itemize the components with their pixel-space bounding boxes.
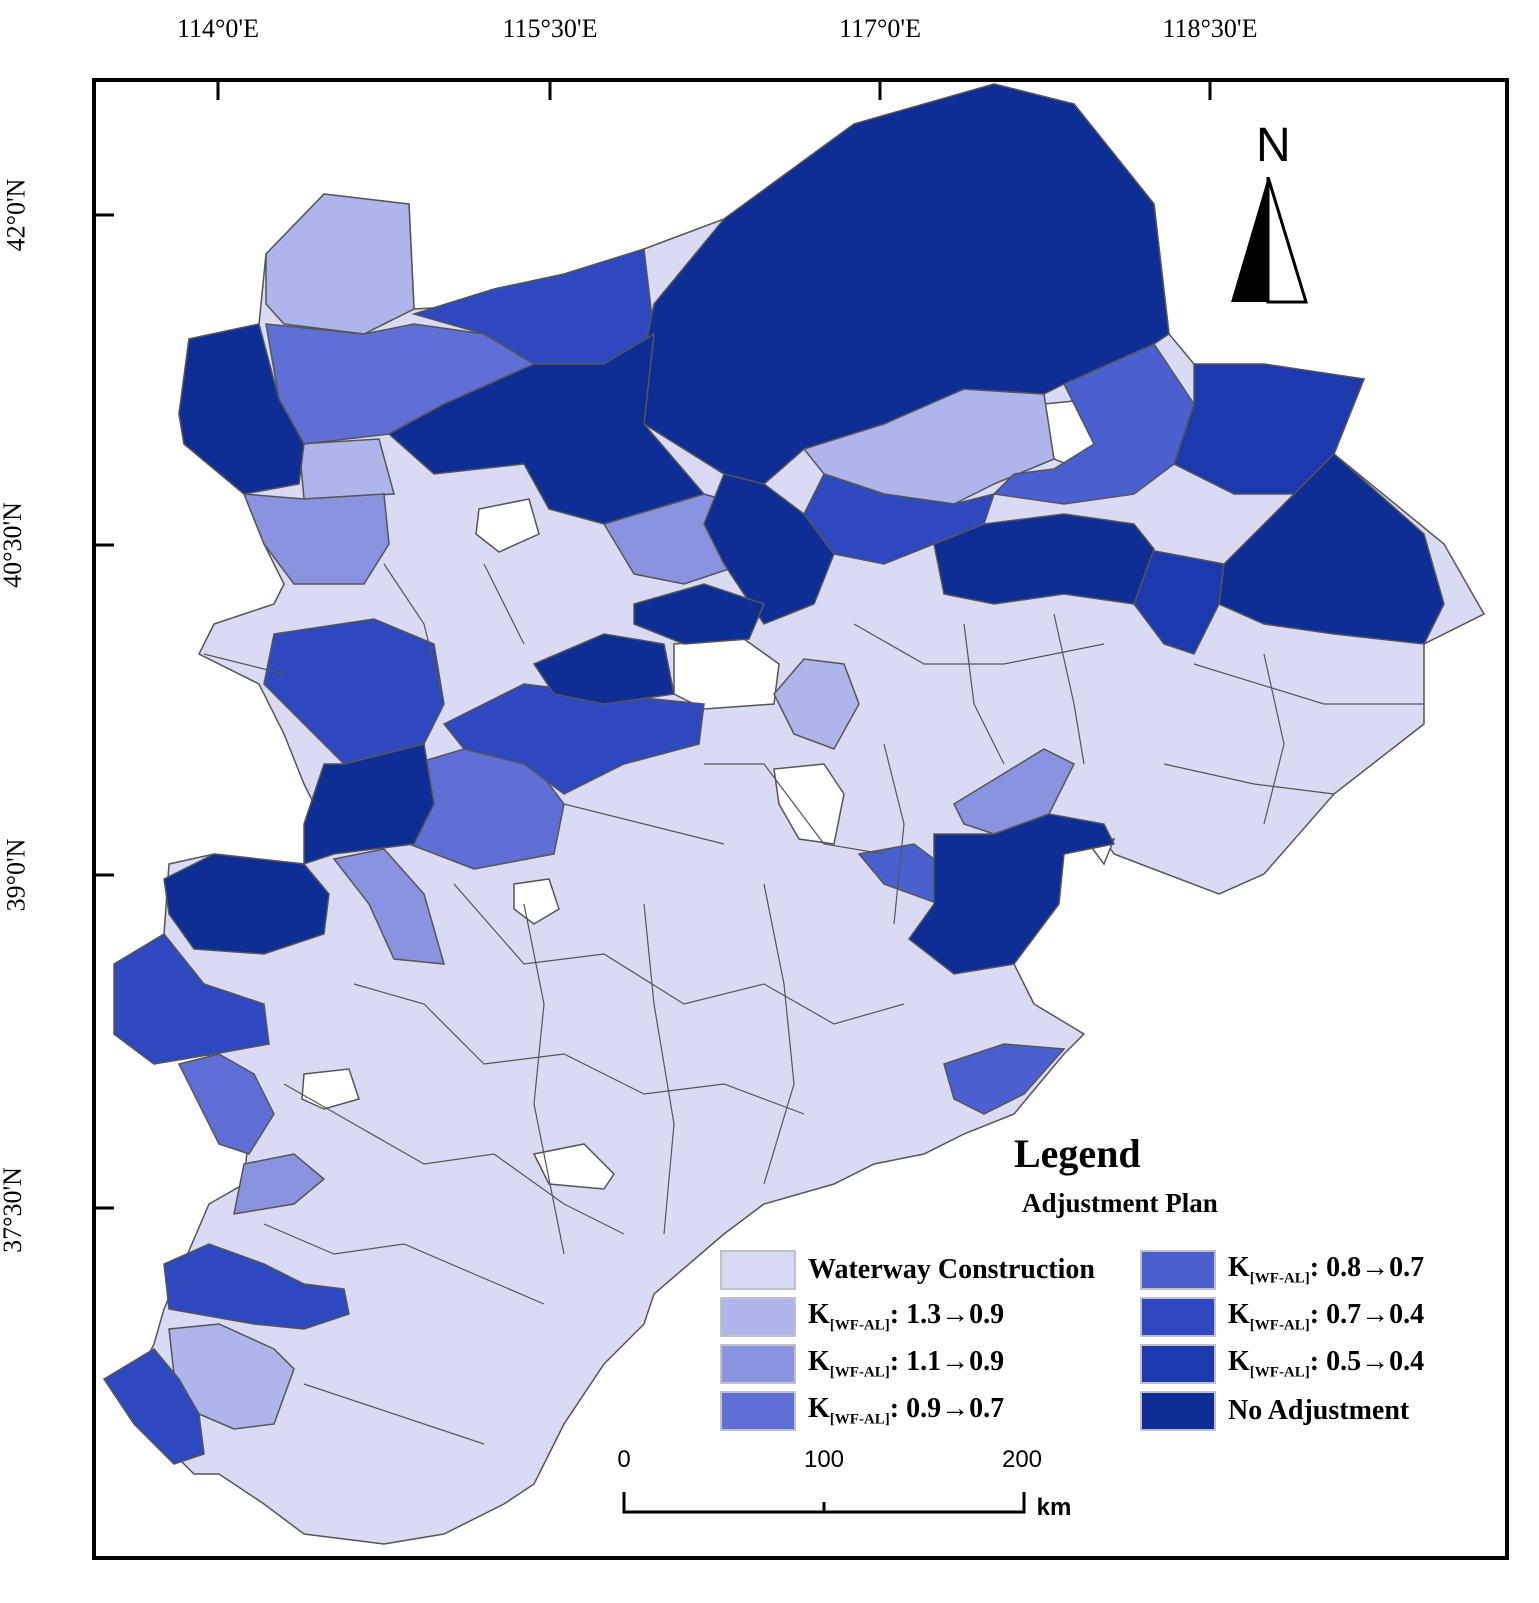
longitude-label-114: 114°0'E xyxy=(177,14,259,43)
region-k-0-7 xyxy=(102,1348,205,1465)
north-arrow-icon xyxy=(1231,177,1309,304)
legend-item-k-1-1: K[WF-AL]: 1.1→0.9 xyxy=(720,1344,1004,1384)
legend-label: K[WF-AL]: 0.5→0.4 xyxy=(1228,1346,1425,1381)
legend-swatch xyxy=(720,1391,796,1431)
region-k-0-8 xyxy=(992,343,1195,505)
region-k-1-3 xyxy=(298,438,395,500)
region-white xyxy=(475,498,540,553)
region-k-0-5 xyxy=(1173,363,1366,495)
legend-swatch xyxy=(720,1344,796,1384)
region-no-adjustment xyxy=(163,853,330,955)
legend-item-k-0-9: K[WF-AL]: 0.9→0.7 xyxy=(720,1391,1004,1431)
legend-label: K[WF-AL]: 0.7→0.4 xyxy=(1228,1299,1425,1334)
region-no-adjustment xyxy=(643,83,1170,485)
legend-swatch xyxy=(1140,1391,1216,1431)
region-no-adjustment xyxy=(178,323,305,495)
legend-label: K[WF-AL]: 1.1→0.9 xyxy=(808,1346,1005,1381)
region-no-adjustment xyxy=(907,813,1116,975)
latitude-label-37-30: 37°30'N xyxy=(0,1167,27,1253)
longitude-label-118-30: 118°30'E xyxy=(1162,14,1258,43)
region-k-0-9 xyxy=(177,1053,275,1155)
legend-item-k-0-5: K[WF-AL]: 0.5→0.4 xyxy=(1140,1344,1424,1384)
scale-label-100: 100 xyxy=(803,1446,845,1473)
region-k-1-1 xyxy=(242,493,390,585)
county-borders xyxy=(203,563,1424,1445)
latitude-label-39: 39°0'N xyxy=(1,838,31,912)
legend-subtitle: Adjustment Plan xyxy=(1022,1188,1218,1218)
scale-label-200: 200 xyxy=(1001,1446,1043,1473)
region-no-adjustment xyxy=(703,473,835,625)
region-k-1-1 xyxy=(233,1153,326,1215)
legend-title: Legend xyxy=(1014,1131,1141,1176)
region-white xyxy=(773,763,845,845)
region-k-1-1 xyxy=(332,848,446,965)
legend-swatch xyxy=(1140,1344,1216,1384)
region-k-1-3 xyxy=(773,658,860,750)
latitude-label-40-30: 40°30'N xyxy=(0,502,27,588)
region-white xyxy=(532,1143,615,1190)
legend-label: K[WF-AL]: 0.8→0.7 xyxy=(1228,1252,1425,1287)
legend-item-k-1-3: K[WF-AL]: 1.3→0.9 xyxy=(720,1297,1004,1337)
scale-unit: km xyxy=(1036,1494,1072,1521)
region-no-adjustment xyxy=(933,513,1155,605)
scale-bar xyxy=(622,1492,1026,1514)
legend-item-k-0-8: K[WF-AL]: 0.8→0.7 xyxy=(1140,1250,1424,1290)
longitude-label-117: 117°0'E xyxy=(839,14,921,43)
legend-item-waterway: Waterway Construction xyxy=(720,1250,1095,1290)
legend-swatch xyxy=(1140,1297,1216,1337)
region-no-adjustment xyxy=(1218,452,1445,645)
region-no-adjustment xyxy=(532,633,675,705)
map-canvas xyxy=(102,83,1486,1545)
scale-label-0: 0 xyxy=(617,1446,631,1473)
legend-item-k-0-7: K[WF-AL]: 0.7→0.4 xyxy=(1140,1297,1424,1337)
longitude-label-115-30: 115°30'E xyxy=(502,14,598,43)
latitude-label-42: 42°0'N xyxy=(1,178,31,252)
region-no-adjustment xyxy=(303,743,435,866)
legend-label: K[WF-AL]: 0.9→0.7 xyxy=(808,1393,1005,1428)
region-no-adjustment xyxy=(633,583,766,645)
legend-swatch xyxy=(720,1250,796,1290)
legend-item-no-adjustment: No Adjustment xyxy=(1140,1391,1409,1431)
legend-swatch xyxy=(1140,1250,1216,1290)
legend-label: No Adjustment xyxy=(1228,1395,1410,1426)
legend-label: K[WF-AL]: 1.3→0.9 xyxy=(808,1299,1005,1334)
region-k-0-8 xyxy=(943,1043,1066,1115)
legend-label: Waterway Construction xyxy=(808,1254,1095,1285)
region-k-1-3 xyxy=(265,193,415,335)
region-k-0-7 xyxy=(163,1243,350,1330)
map-frame: Legend Adjustment Plan Waterway Construc… xyxy=(92,78,1509,1560)
region-k-0-7 xyxy=(113,933,270,1065)
legend-swatch xyxy=(720,1297,796,1337)
north-label: N xyxy=(1256,119,1291,172)
region-no-adjustment xyxy=(387,332,706,525)
